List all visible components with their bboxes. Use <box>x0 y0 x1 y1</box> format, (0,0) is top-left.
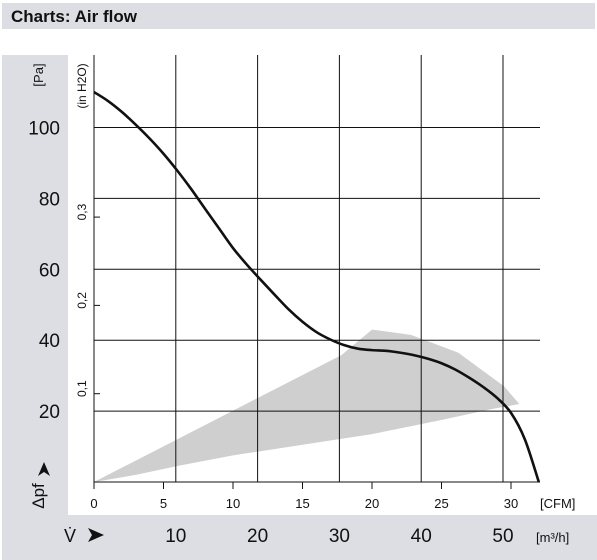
x-m3h-tick-label: 40 <box>411 526 432 547</box>
grid-layer <box>93 55 540 489</box>
y-tick-label: 100 <box>28 119 60 140</box>
y-axis-panel <box>2 55 68 560</box>
title-bar: Charts: Air flow <box>2 3 595 29</box>
x-cfm-tick-label: 10 <box>226 496 240 511</box>
x-axis-panel <box>68 515 597 560</box>
x-axis-symbol: V̇ <box>64 526 76 546</box>
chart-title: Charts: Air flow <box>11 7 137 26</box>
x-cfm-tick-label: 5 <box>160 496 167 511</box>
y-tick-label: 20 <box>39 402 60 423</box>
x-cfm-tick-label: 15 <box>295 496 309 511</box>
y-secondary-tick-label: 0,3 <box>75 203 89 220</box>
x-m3h-tick-label: 30 <box>329 526 350 547</box>
curve-layer <box>93 90 541 483</box>
x-m3h-tick-label: 20 <box>247 526 268 547</box>
y-axis-symbol: Δpf <box>29 483 48 509</box>
pressure-flow-curve <box>93 90 541 483</box>
y-secondary-tick-label: 0,1 <box>75 380 89 397</box>
y-axis-arrow-icon <box>38 462 50 476</box>
y-secondary-unit-label: (in H2O) <box>75 63 89 108</box>
x-m3h-tick-label: 10 <box>165 526 186 547</box>
x-m3h-tick-label: 50 <box>492 526 513 547</box>
x-m3h-unit-label: [m³/h] <box>536 530 569 545</box>
operating-range-band <box>94 329 520 482</box>
label-layer: 20 40 60 80 100 [Pa] 0,1 0,2 0,3 (in H2O) Δpf 0 5 10 1… <box>28 63 575 547</box>
y-secondary-tick-label: 0,2 <box>75 292 89 309</box>
x-cfm-unit-label: [CFM] <box>540 496 575 511</box>
y-tick-label: 60 <box>39 260 60 281</box>
y-tick-label: 80 <box>39 189 60 210</box>
x-cfm-tick-label: 30 <box>504 496 518 511</box>
x-cfm-tick-label: 25 <box>434 496 448 511</box>
y-unit-label: [Pa] <box>31 63 46 86</box>
x-cfm-tick-label: 20 <box>365 496 379 511</box>
operating-range-layer <box>94 329 520 482</box>
x-cfm-tick-label: 0 <box>90 496 97 511</box>
x-axis-arrow-icon <box>88 528 104 542</box>
y-tick-label: 40 <box>39 331 60 352</box>
